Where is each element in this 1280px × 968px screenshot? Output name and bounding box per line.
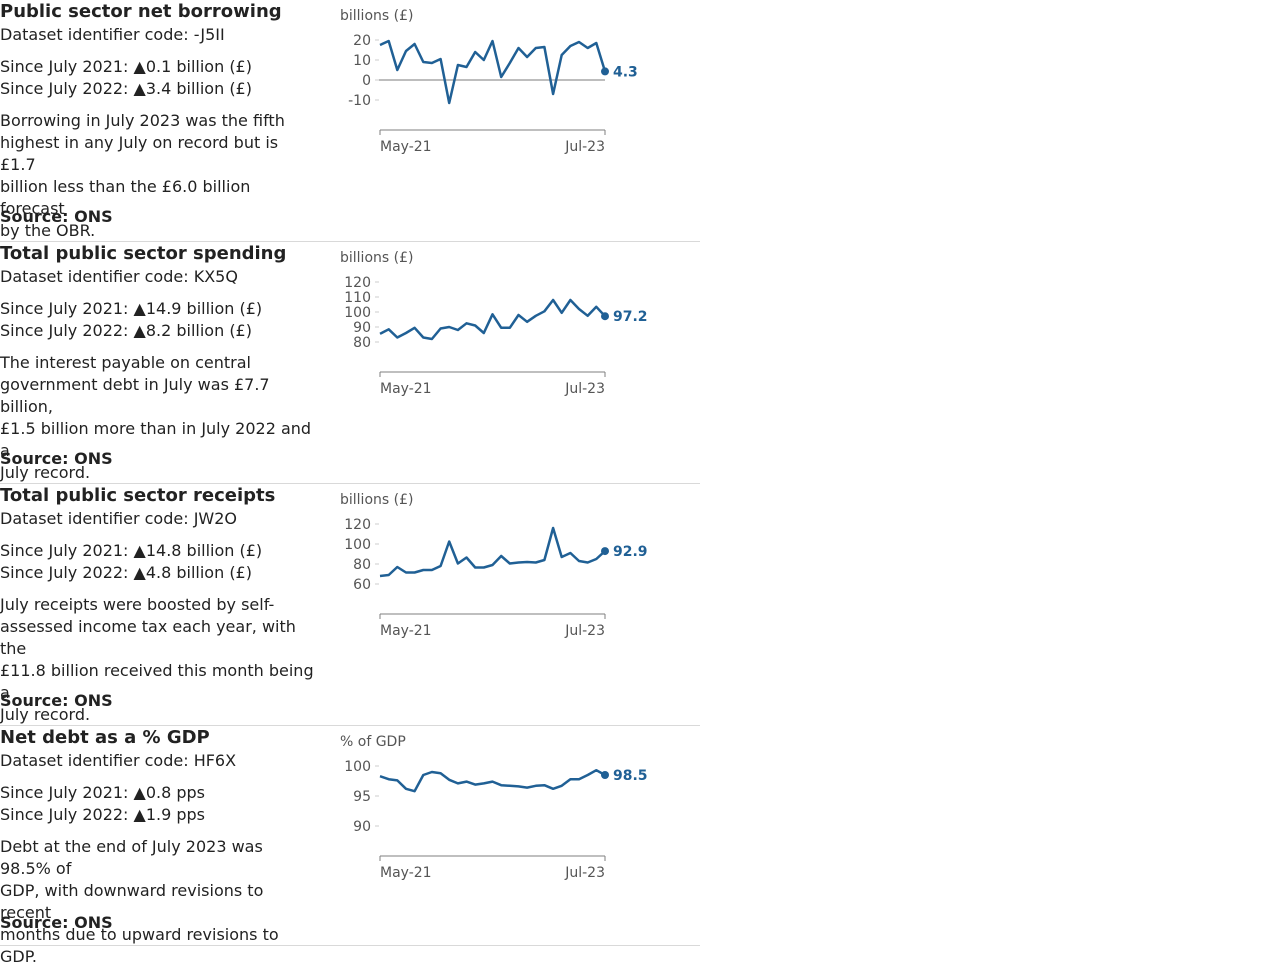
x-tick-label-start: May-21 bbox=[380, 381, 432, 397]
description-line: Debt at the end of July 2023 was 98.5% o… bbox=[0, 837, 263, 878]
source-note: Source: ONS bbox=[0, 691, 113, 710]
change-since-2021: Since July 2021: ▲0.1 billion (£) bbox=[0, 57, 252, 76]
panel-title: Total public sector spending bbox=[0, 243, 287, 264]
series-line bbox=[379, 298, 606, 341]
y-tick-label: 100 bbox=[344, 305, 371, 321]
end-point bbox=[601, 312, 609, 321]
end-value-label: 4.3 bbox=[613, 64, 638, 80]
dataset-code: Dataset identifier code: JW2O bbox=[0, 509, 238, 528]
description-line: £1.5 billion more than in July 2022 and … bbox=[0, 419, 312, 460]
description-line: assessed income tax each year, with the bbox=[0, 617, 296, 658]
dataset-code: Dataset identifier code: -J5II bbox=[0, 25, 225, 44]
sparkline-chart: % of GDP 100 95 90 May-21 Jul-23 98.5 bbox=[340, 734, 648, 881]
description-line: July receipts were boosted by self- bbox=[0, 595, 275, 614]
description-line: highest in any July on record but is £1.… bbox=[0, 133, 279, 174]
x-tick-label-start: May-21 bbox=[380, 865, 432, 881]
description-line: July record. bbox=[0, 463, 91, 482]
x-tick-label-end: Jul-23 bbox=[564, 623, 605, 639]
end-value-label: 92.9 bbox=[613, 544, 648, 560]
y-tick-label: 110 bbox=[344, 290, 371, 306]
series-line bbox=[379, 39, 607, 105]
y-tick-label: 90 bbox=[353, 819, 371, 835]
description-line: July record. bbox=[0, 705, 91, 724]
panel-text: Net debt as a % GDP Dataset identifier c… bbox=[0, 726, 315, 968]
dataset-code: Dataset identifier code: KX5Q bbox=[0, 267, 238, 286]
y-tick-label: 100 bbox=[344, 537, 371, 553]
y-axis-unit-label: billions (£) bbox=[340, 8, 413, 24]
panel-net-debt: Net debt as a % GDP Dataset identifier c… bbox=[0, 726, 700, 966]
y-tick-label: 20 bbox=[353, 33, 371, 49]
change-since-2021: Since July 2021: ▲0.8 pps bbox=[0, 783, 206, 802]
y-tick-label: 100 bbox=[344, 759, 371, 775]
panel-text: Total public sector receipts Dataset ide… bbox=[0, 484, 315, 726]
y-tick-label: 60 bbox=[353, 577, 371, 593]
y-axis-unit-label: billions (£) bbox=[340, 492, 413, 508]
panel-net-borrowing: Public sector net borrowing Dataset iden… bbox=[0, 0, 700, 242]
panel-text: Public sector net borrowing Dataset iden… bbox=[0, 0, 315, 242]
description-line: GDP, with downward revisions to recent bbox=[0, 881, 264, 922]
description-line: billion less than the £6.0 billion forec… bbox=[0, 177, 251, 218]
series-line bbox=[379, 526, 606, 578]
change-since-2021: Since July 2021: ▲14.8 billion (£) bbox=[0, 541, 263, 560]
x-tick-label-start: May-21 bbox=[380, 623, 432, 639]
change-since-2022: Since July 2022: ▲1.9 pps bbox=[0, 805, 206, 824]
change-since-2022: Since July 2022: ▲4.8 billion (£) bbox=[0, 563, 252, 582]
change-since-2021: Since July 2021: ▲14.9 billion (£) bbox=[0, 299, 263, 318]
y-tick-label: 80 bbox=[353, 557, 371, 573]
change-since-2022: Since July 2022: ▲3.4 billion (£) bbox=[0, 79, 252, 98]
x-tick-label-start: May-21 bbox=[380, 139, 432, 155]
y-tick-label: 95 bbox=[353, 789, 371, 805]
y-tick-label: 10 bbox=[353, 53, 371, 69]
y-tick-label: 120 bbox=[344, 517, 371, 533]
description-line: The interest payable on central bbox=[0, 353, 251, 372]
x-tick-label-end: Jul-23 bbox=[564, 865, 605, 881]
panel-title: Net debt as a % GDP bbox=[0, 727, 210, 748]
y-axis-unit-label: % of GDP bbox=[340, 734, 406, 750]
y-tick-label: 80 bbox=[353, 335, 371, 351]
y-axis-unit-label: billions (£) bbox=[340, 250, 413, 266]
description-line: Borrowing in July 2023 was the fifth bbox=[0, 111, 285, 130]
panel-title: Public sector net borrowing bbox=[0, 1, 282, 22]
change-since-2022: Since July 2022: ▲8.2 billion (£) bbox=[0, 321, 252, 340]
y-tick-label: 90 bbox=[353, 320, 371, 336]
panel-text: Total public sector spending Dataset ide… bbox=[0, 242, 315, 484]
source-note: Source: ONS bbox=[0, 449, 113, 468]
panel-total-spending: Total public sector spending Dataset ide… bbox=[0, 242, 700, 484]
description-line: government debt in July was £7.7 billion… bbox=[0, 375, 270, 416]
dataset-code: Dataset identifier code: HF6X bbox=[0, 751, 237, 770]
source-note: Source: ONS bbox=[0, 913, 113, 932]
description-line: by the OBR. bbox=[0, 221, 96, 240]
x-tick-label-end: Jul-23 bbox=[564, 381, 605, 397]
end-value-label: 97.2 bbox=[613, 309, 648, 325]
series-line bbox=[379, 768, 606, 793]
y-tick-label: -10 bbox=[348, 93, 371, 109]
panel-title: Total public sector receipts bbox=[0, 485, 276, 506]
sparkline-chart: billions (£) 20 10 0 -10 May-21 Jul-23 4.3 bbox=[340, 8, 638, 155]
end-point bbox=[601, 771, 609, 779]
end-point bbox=[601, 547, 609, 556]
sparkline-chart: billions (£) 120 100 80 60 May-21 Jul-23 92.9 bbox=[340, 492, 648, 639]
end-point bbox=[601, 67, 609, 76]
source-note: Source: ONS bbox=[0, 207, 113, 226]
description-line: £11.8 billion received this month being … bbox=[0, 661, 314, 702]
y-tick-label: 120 bbox=[344, 275, 371, 291]
y-tick-label: 0 bbox=[362, 73, 371, 89]
end-value-label: 98.5 bbox=[613, 768, 648, 784]
x-tick-label-end: Jul-23 bbox=[564, 139, 605, 155]
panel-total-receipts: Total public sector receipts Dataset ide… bbox=[0, 484, 700, 726]
